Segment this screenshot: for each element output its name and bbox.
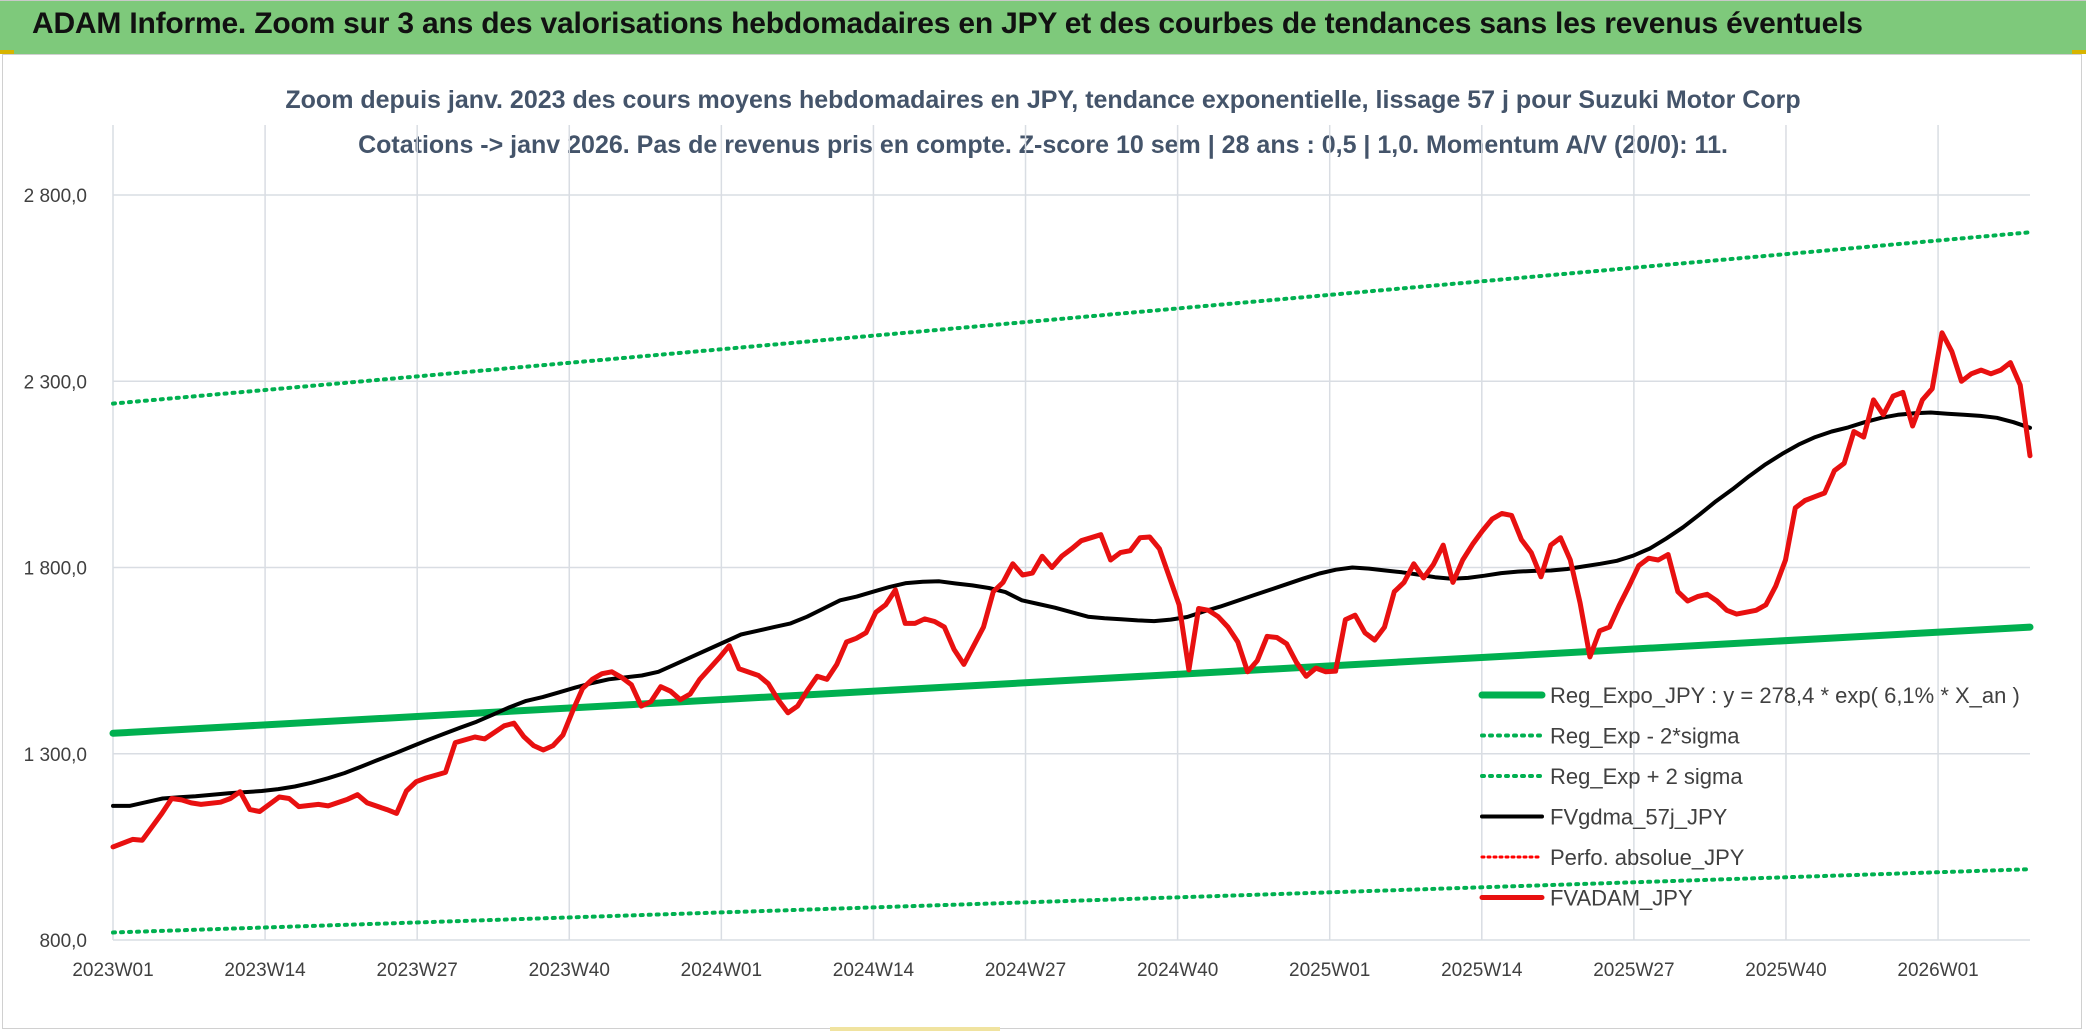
corner-mark-right [2072,50,2086,54]
chart-legend: Reg_Expo_JPY : y = 278,4 * exp( 6,1% * X… [1478,683,2020,911]
x-tick-label: 2024W14 [833,960,915,981]
series-line-3 [111,410,2032,808]
bottom-mark [830,1027,1000,1031]
x-tick-label: 2023W40 [529,960,610,981]
chart-frame [2,54,2082,1029]
x-tick-label: 2023W14 [224,960,306,981]
y-tick-label: 800,0 [39,931,87,952]
corner-mark-left [0,50,14,54]
x-tick-label: 2026W01 [1897,960,1978,981]
x-tick-label: 2025W27 [1593,960,1674,981]
legend-label: FVADAM_JPY [1550,886,1693,911]
x-tick-label: 2025W14 [1441,960,1523,981]
y-tick-label: 1 300,0 [24,745,87,766]
chart-subtitle: Cotations -> janv 2026. Pas de revenus p… [358,131,1728,159]
y-tick-label: 1 800,0 [24,559,87,580]
x-tick-label: 2023W01 [72,960,153,981]
legend-label: Reg_Expo_JPY : y = 278,4 * exp( 6,1% * X… [1550,683,2020,708]
chart-grid [112,125,2030,941]
legend-label: Reg_Exp + 2 sigma [1550,764,1743,789]
x-tick-label: 2024W40 [1137,960,1218,981]
x-tick-label: 2023W27 [377,960,458,981]
chart-series [109,230,2034,935]
x-tick-label: 2025W01 [1289,960,1370,981]
legend-label: FVgdma_57j_JPY [1550,805,1728,830]
y-axis: 800,0 1 300,0 1 800,0 2 300,0 2 800,0 [24,186,87,952]
banner: ADAM Informe. Zoom sur 3 ans des valoris… [0,0,2086,54]
series-line-5 [110,330,2033,850]
x-tick-label: 2025W40 [1745,960,1826,981]
series-line-1 [111,867,2032,935]
series-line-0 [109,623,2034,737]
x-tick-label: 2024W27 [985,960,1066,981]
x-axis: 2023W01 2023W14 2023W27 2023W40 2024W01 2024W… [72,960,1978,981]
banner-title: ADAM Informe. Zoom sur 3 ans des valoris… [32,7,1863,40]
y-tick-label: 2 300,0 [24,372,87,393]
legend-label: Perfo. absolue_JPY [1550,845,1745,870]
x-tick-label: 2024W01 [681,960,762,981]
series-line-2 [111,230,2032,406]
y-tick-label: 2 800,0 [24,186,87,207]
chart-title: Zoom depuis janv. 2023 des cours moyens … [285,86,1800,114]
legend-label: Reg_Exp - 2*sigma [1550,724,1740,749]
